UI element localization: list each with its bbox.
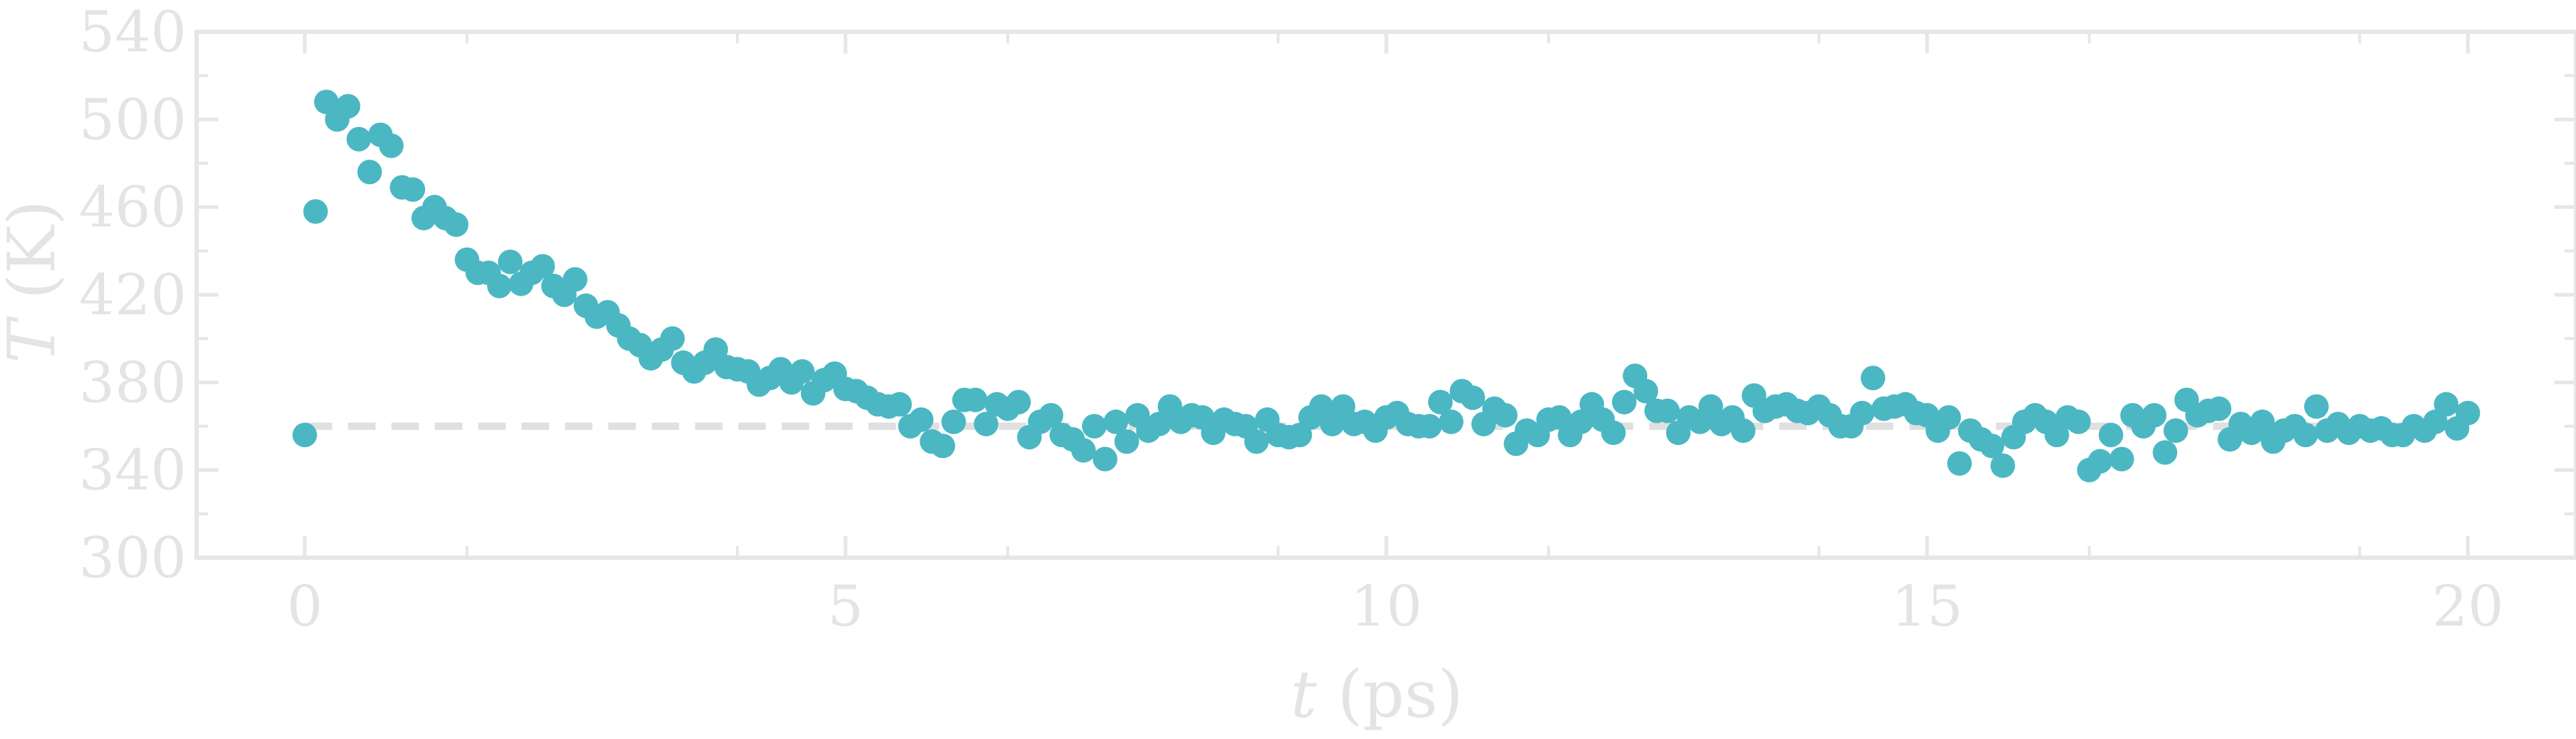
x-axis-variable: t bbox=[1291, 657, 1318, 732]
data-point bbox=[1633, 379, 1659, 404]
data-points bbox=[292, 90, 2481, 483]
data-point bbox=[1936, 405, 1962, 430]
data-point bbox=[1979, 433, 2004, 459]
data-point bbox=[1417, 414, 1442, 438]
data-point bbox=[1850, 400, 1875, 425]
x-tick-label: 20 bbox=[2432, 574, 2504, 639]
data-point bbox=[2152, 440, 2178, 465]
data-point bbox=[562, 267, 588, 292]
data-point bbox=[1612, 389, 1637, 415]
data-point bbox=[963, 387, 988, 412]
data-point bbox=[2423, 409, 2448, 434]
x-tick-label: 10 bbox=[1350, 574, 1422, 639]
data-point bbox=[530, 254, 555, 279]
data-point bbox=[2142, 402, 2167, 428]
data-point bbox=[1601, 420, 1626, 446]
y-axis-space bbox=[0, 299, 70, 320]
y-tick-label: 380 bbox=[79, 350, 186, 415]
data-point bbox=[346, 126, 372, 152]
data-point bbox=[444, 212, 469, 237]
data-point bbox=[1698, 394, 1723, 419]
data-point bbox=[357, 160, 382, 185]
data-point bbox=[486, 273, 512, 298]
data-point bbox=[1730, 418, 1756, 444]
data-point bbox=[2066, 409, 2091, 434]
data-point bbox=[1568, 409, 1594, 434]
y-tick-labels: 300 340 380 420 460 500 540 bbox=[79, 0, 186, 591]
data-point bbox=[1427, 389, 1453, 415]
data-point bbox=[1309, 394, 1334, 419]
data-point bbox=[2293, 423, 2318, 448]
data-point bbox=[1287, 423, 1313, 448]
y-axis-unit: (K) bbox=[0, 200, 70, 299]
data-point bbox=[2434, 392, 2459, 417]
data-point bbox=[887, 392, 912, 417]
data-point bbox=[1655, 398, 1680, 423]
x-axis-label: t (ps) bbox=[1291, 657, 1464, 732]
data-point bbox=[1331, 394, 1356, 419]
data-point bbox=[335, 94, 361, 119]
data-point bbox=[1244, 429, 1269, 454]
data-point bbox=[1320, 411, 1345, 436]
data-point bbox=[2098, 423, 2124, 448]
data-point bbox=[2109, 446, 2134, 472]
data-point bbox=[1947, 451, 1972, 476]
x-tick-label: 5 bbox=[828, 574, 864, 639]
data-point bbox=[1081, 414, 1107, 438]
x-tick-label: 15 bbox=[1892, 574, 1963, 639]
data-point bbox=[1493, 402, 1518, 428]
y-tick-label: 500 bbox=[79, 87, 186, 152]
data-point bbox=[2163, 418, 2189, 444]
data-point bbox=[379, 133, 404, 158]
data-point bbox=[497, 249, 523, 275]
data-point bbox=[1071, 438, 1096, 463]
x-tick-labels: 0 5 10 15 20 bbox=[287, 574, 2504, 639]
axis-ticks bbox=[197, 30, 2576, 560]
data-point bbox=[303, 199, 328, 224]
y-tick-label: 300 bbox=[79, 526, 186, 591]
y-axis-label: T (K) bbox=[0, 200, 70, 363]
data-point bbox=[1990, 453, 2015, 478]
data-point bbox=[1438, 409, 1464, 434]
data-point bbox=[789, 359, 815, 384]
data-point bbox=[2207, 396, 2232, 421]
x-axis-space bbox=[1317, 657, 1338, 732]
data-point bbox=[2044, 423, 2069, 448]
x-axis-unit: (ps) bbox=[1337, 657, 1463, 732]
data-point bbox=[1114, 429, 1139, 454]
data-point bbox=[1860, 366, 1886, 391]
data-point bbox=[2455, 400, 2481, 425]
data-point bbox=[1146, 411, 1172, 436]
data-point bbox=[703, 337, 729, 362]
data-point bbox=[974, 411, 999, 436]
data-point bbox=[2087, 449, 2113, 474]
data-point bbox=[1547, 405, 1572, 430]
data-point bbox=[2304, 394, 2329, 419]
y-tick-label: 340 bbox=[79, 438, 186, 504]
y-tick-label: 420 bbox=[79, 263, 186, 328]
data-point bbox=[930, 433, 956, 459]
data-point bbox=[400, 177, 426, 202]
y-tick-label: 540 bbox=[79, 0, 186, 65]
y-axis-variable: T bbox=[0, 316, 70, 363]
data-point bbox=[909, 407, 934, 432]
data-point bbox=[1460, 385, 1485, 410]
data-point bbox=[660, 326, 685, 351]
data-point bbox=[1006, 389, 1031, 415]
data-point bbox=[292, 423, 317, 448]
x-tick-label: 0 bbox=[287, 574, 323, 639]
data-point bbox=[1103, 409, 1128, 434]
y-tick-label: 460 bbox=[79, 176, 186, 241]
data-point bbox=[2250, 409, 2275, 434]
data-point bbox=[1092, 446, 1117, 472]
data-point bbox=[941, 409, 966, 434]
data-point bbox=[314, 90, 339, 115]
data-point bbox=[1039, 402, 1064, 428]
